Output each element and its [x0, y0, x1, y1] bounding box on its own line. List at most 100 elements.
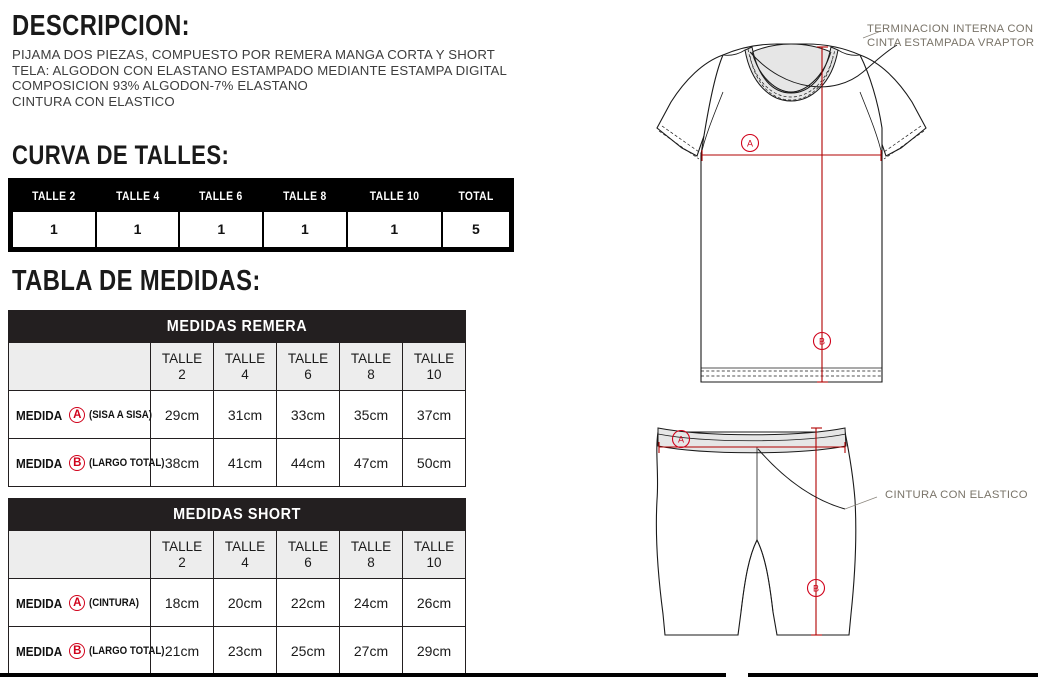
- description-block: PIJAMA DOS PIEZAS, COMPUESTO POR REMERA …: [12, 47, 507, 109]
- description-line-2: TELA: ALGODON CON ELASTANO ESTAMPADO MED…: [12, 62, 507, 78]
- remera-b-talle-8: 47cm: [339, 438, 403, 487]
- remera-a-talle-4: 31cm: [213, 390, 277, 439]
- short-banner: MEDIDAS SHORT: [8, 498, 466, 531]
- shorts-flat: A B: [655, 427, 878, 636]
- remera-header-talle-4: TALLE 4: [213, 342, 277, 391]
- curva-de-talles-table: TALLE 2 TALLE 4 TALLE 6 TALLE 8 TALLE 10…: [8, 178, 514, 252]
- shorts-body: [655, 431, 857, 636]
- curva-value-talle-10: 1: [347, 212, 441, 247]
- short-header-blank: [8, 530, 151, 579]
- remera-b-talle-2: 38cm: [150, 438, 214, 487]
- remera-a-talle-8: 35cm: [339, 390, 403, 439]
- description-line-1: PIJAMA DOS PIEZAS, COMPUESTO POR REMERA …: [12, 47, 495, 62]
- remera-medida-a-sub: (SISA A SISA): [89, 409, 153, 422]
- curva-value-row: 1 1 1 1 1 5: [13, 212, 509, 247]
- short-b-talle-8: 27cm: [339, 626, 403, 675]
- annotation-cintura: CINTURA CON ELASTICO: [885, 489, 1028, 501]
- short-a-talle-4: 20cm: [213, 578, 277, 627]
- marker-a-circle-icon: [740, 133, 760, 153]
- remera-b-talle-4: 41cm: [213, 438, 277, 487]
- tshirt-dimension-b: B: [812, 46, 832, 383]
- technical-drawing-column: .ln{fill:none;stroke:#1a1a1a;stroke-widt…: [545, 0, 1038, 679]
- short-label-medida-a: MEDIDA A (CINTURA): [8, 578, 151, 627]
- badge-a-icon: A: [69, 595, 86, 612]
- short-a-talle-2: 18cm: [150, 578, 214, 627]
- short-b-talle-10: 29cm: [402, 626, 466, 675]
- short-label-medida-b: MEDIDA B (LARGO TOTAL): [8, 626, 165, 675]
- badge-b-icon: B: [69, 643, 86, 660]
- tabla-de-medidas-heading: TABLA DE MEDIDAS:: [12, 265, 261, 297]
- shorts-marker-a-label: A: [678, 435, 684, 445]
- remera-banner: MEDIDAS REMERA: [7, 310, 467, 343]
- short-a-talle-6: 22cm: [276, 578, 340, 627]
- remera-banner-row: MEDIDAS REMERA: [7, 310, 467, 343]
- badge-b-icon: B: [69, 455, 86, 472]
- tshirt-marker-b-label: B: [819, 337, 825, 347]
- remera-medida-b-sub: (LARGO TOTAL): [89, 457, 165, 470]
- shorts-dimension-a: A: [658, 429, 846, 453]
- short-a-talle-8: 24cm: [339, 578, 403, 627]
- curva-header-talle-8: TALLE 8: [269, 183, 341, 210]
- annotation-vraptor-line-2: CINTA ESTAMPADA VRAPTOR: [867, 36, 1035, 49]
- short-header-talle-2: TALLE 2: [150, 530, 214, 579]
- short-row-medida-b: MEDIDA B (LARGO TOTAL) 21cm 23cm 25cm 27cm…: [8, 626, 466, 675]
- short-row-medida-a: MEDIDA A (CINTURA) 18cm 20cm 22cm 24cm 26c…: [8, 578, 466, 627]
- short-medida-b-word: MEDIDA: [16, 643, 63, 659]
- remera-header-talle-2: TALLE 2: [150, 342, 214, 391]
- shorts-marker-b-label: B: [813, 584, 819, 594]
- short-header-talle-6: TALLE 6: [276, 530, 340, 579]
- description-line-3: COMPOSICION 93% ALGODON-7% ELASTANO: [12, 78, 308, 94]
- remera-label-medida-b: MEDIDA B (LARGO TOTAL): [8, 438, 165, 487]
- medidas-remera-table: MEDIDAS REMERA TALLE 2 TALLE 4 TALLE 6 TALL…: [7, 310, 467, 487]
- descripcion-heading: DESCRIPCION:: [12, 10, 191, 42]
- remera-b-talle-6: 44cm: [276, 438, 340, 487]
- short-b-talle-4: 23cm: [213, 626, 277, 675]
- medidas-short-table: MEDIDAS SHORT TALLE 2 TALLE 4 TALLE 6 TALLE…: [8, 498, 466, 675]
- short-medida-a-sub: (CINTURA): [89, 597, 140, 610]
- short-header-talle-4: TALLE 4: [213, 530, 277, 579]
- marker-a-circle-icon: [671, 429, 691, 449]
- remera-a-talle-10: 37cm: [401, 390, 467, 439]
- short-banner-row: MEDIDAS SHORT: [8, 498, 466, 531]
- remera-header-blank: [8, 342, 151, 391]
- short-header-talle-10: TALLE 10: [402, 530, 466, 579]
- description-line-4: CINTURA CON ELASTICO: [12, 93, 175, 109]
- remera-a-talle-6: 33cm: [276, 390, 340, 439]
- remera-header-talle-6: TALLE 6: [276, 342, 340, 391]
- curva-header-talle-4: TALLE 4: [102, 183, 173, 210]
- remera-label-medida-a: MEDIDA A (SISA A SISA): [8, 390, 153, 439]
- badge-a-icon: A: [69, 407, 86, 424]
- marker-b-circle-icon: [806, 578, 826, 598]
- tshirt-body: [700, 43, 883, 383]
- annotation-vraptor: TERMINACION INTERNA CON CINTA ESTAMPADA …: [867, 23, 1034, 50]
- curva-header-talle-6: TALLE 6: [186, 183, 257, 210]
- short-medida-a-word: MEDIDA: [16, 595, 63, 611]
- curva-de-talles-heading: CURVA DE TALLES:: [12, 140, 230, 170]
- tshirt-marker-a-label: A: [747, 139, 753, 149]
- short-size-header-row: TALLE 2 TALLE 4 TALLE 6 TALLE 8 TALLE 10: [8, 530, 466, 579]
- marker-b-circle-icon: [812, 331, 832, 351]
- footer-rule-left: [0, 673, 726, 677]
- remera-header-talle-10: TALLE 10: [401, 342, 467, 391]
- remera-row-medida-b: MEDIDA B (LARGO TOTAL) 38cm 41cm 44cm 47cm…: [8, 438, 467, 487]
- shorts-dimension-b: B: [806, 427, 826, 636]
- curva-header-row: TALLE 2 TALLE 4 TALLE 6 TALLE 8 TALLE 10…: [13, 183, 509, 210]
- curva-value-talle-2: 1: [13, 212, 95, 247]
- curva-value-talle-4: 1: [96, 212, 179, 247]
- remera-a-talle-2: 29cm: [150, 390, 214, 439]
- short-medida-b-sub: (LARGO TOTAL): [89, 645, 165, 658]
- left-column: DESCRIPCION: PIJAMA DOS PIEZAS, COMPUEST…: [7, 10, 514, 675]
- footer-rule-right: [748, 673, 1038, 677]
- remera-size-header-row: TALLE 2 TALLE 4 TALLE 6 TALLE 8 TALLE 10: [8, 342, 467, 391]
- curva-value-talle-6: 1: [180, 212, 263, 247]
- tshirt-dimension-a: A: [701, 133, 882, 161]
- short-b-talle-6: 25cm: [276, 626, 340, 675]
- short-header-talle-8: TALLE 8: [339, 530, 403, 579]
- annotation-vraptor-line-1: TERMINACION INTERNA CON: [867, 23, 1034, 35]
- curva-header-total: TOTAL: [447, 183, 505, 210]
- remera-header-talle-8: TALLE 8: [339, 342, 403, 391]
- curva-header-talle-10: TALLE 10: [354, 183, 435, 210]
- curva-value-talle-8: 1: [264, 212, 346, 247]
- garment-flats-svg: .ln{fill:none;stroke:#1a1a1a;stroke-widt…: [655, 30, 927, 636]
